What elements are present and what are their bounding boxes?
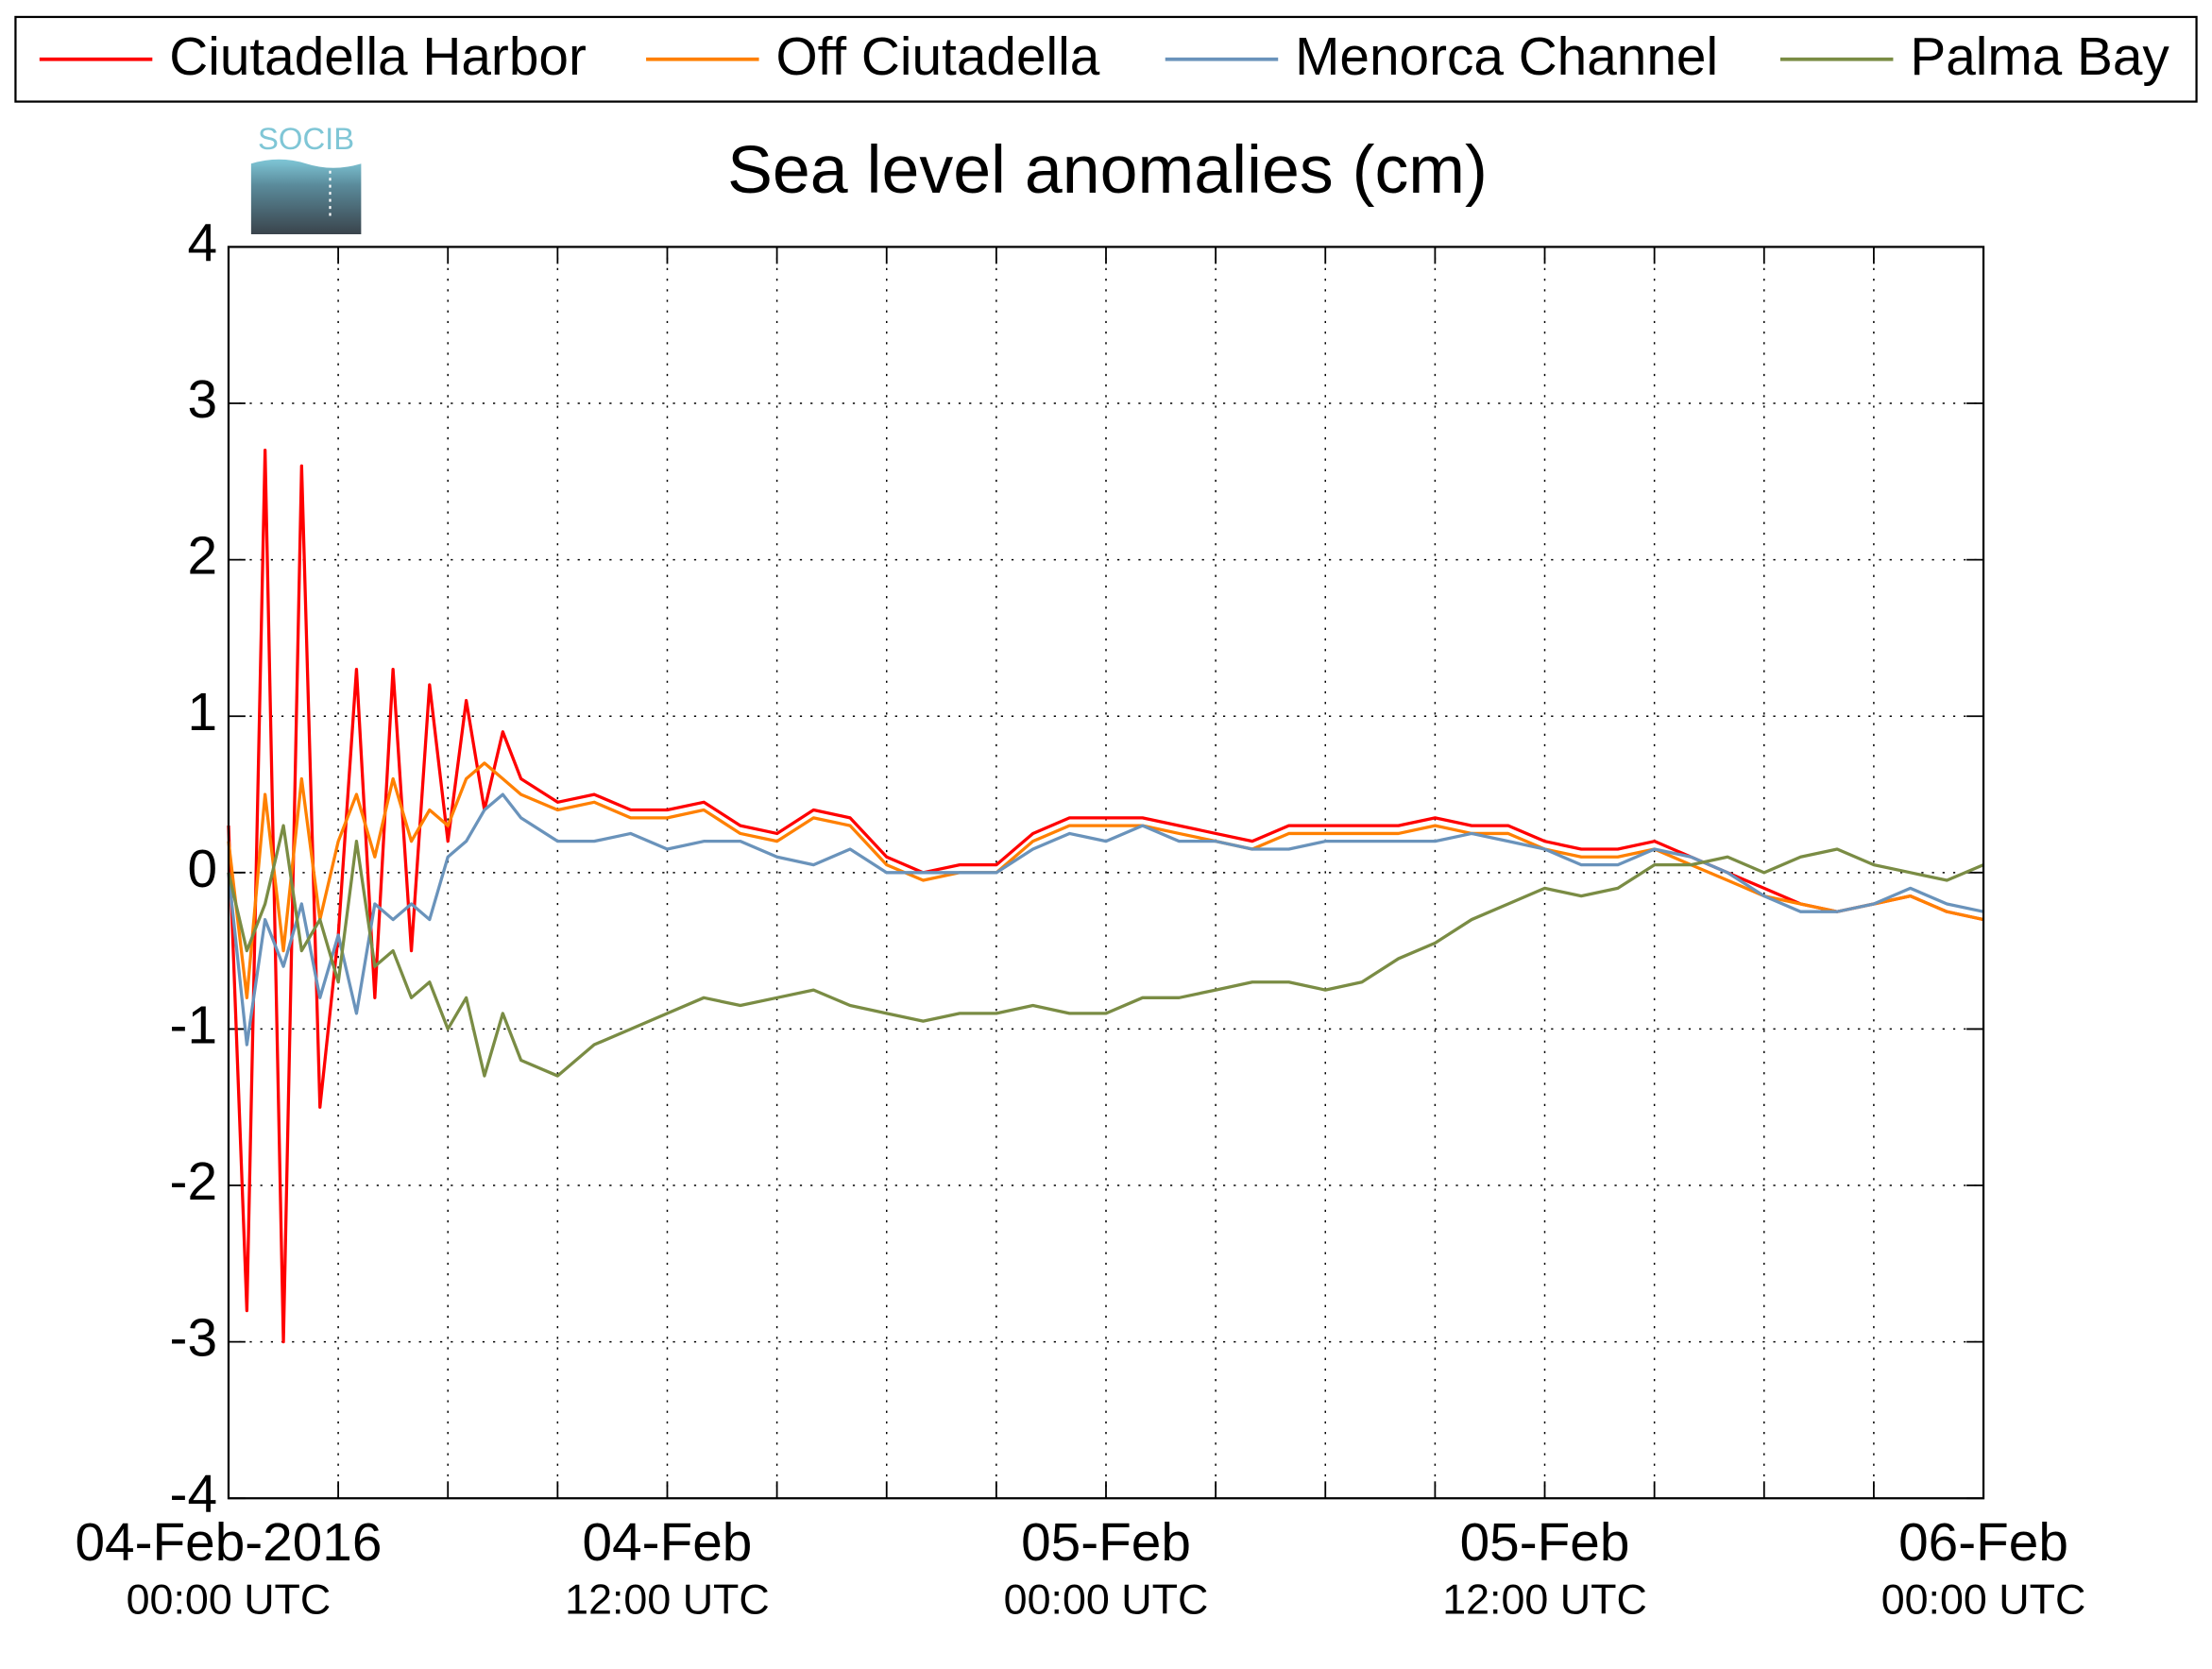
x-tick-label: 04-Feb [583,1513,753,1573]
legend-label: Palma Bay [1910,27,2169,87]
chart-title: Sea level anomalies (cm) [727,132,1488,208]
series-line [227,792,1984,1047]
legend-label: Off Ciutadella [775,27,1099,87]
x-tick-label: 12:00 UTC [1442,1576,1647,1624]
y-tick-label: 0 [187,840,217,899]
legend-label: Ciutadella Harbor [169,27,587,87]
x-tick-label: 12:00 UTC [565,1576,770,1624]
y-tick-label: 4 [187,213,217,273]
x-tick-label: 05-Feb [1021,1513,1191,1573]
logo-text: SOCIB [258,121,354,156]
y-tick-label: -4 [170,1465,217,1524]
y-tick-label: 1 [187,683,217,742]
x-tick-label: 00:00 UTC [127,1576,332,1624]
plot-frame [227,246,1985,1500]
logo: SOCIB [250,121,362,234]
series-line [227,824,1984,1078]
y-tick-label: -2 [170,1152,217,1212]
series-line [227,448,1984,1344]
x-tick-label: 00:00 UTC [1004,1576,1209,1624]
y-tick-label: -1 [170,996,217,1055]
y-tick-label: 3 [187,370,217,430]
legend-label: Menorca Channel [1295,27,1718,87]
x-tick-label: 00:00 UTC [1881,1576,2086,1624]
x-tick-label: 04-Feb-2016 [75,1513,382,1573]
x-tick-label: 05-Feb [1460,1513,1630,1573]
y-tick-label: -3 [170,1309,217,1369]
logo-wave [250,159,362,234]
y-tick-label: 2 [187,527,217,587]
x-tick-label: 06-Feb [1898,1513,2068,1573]
